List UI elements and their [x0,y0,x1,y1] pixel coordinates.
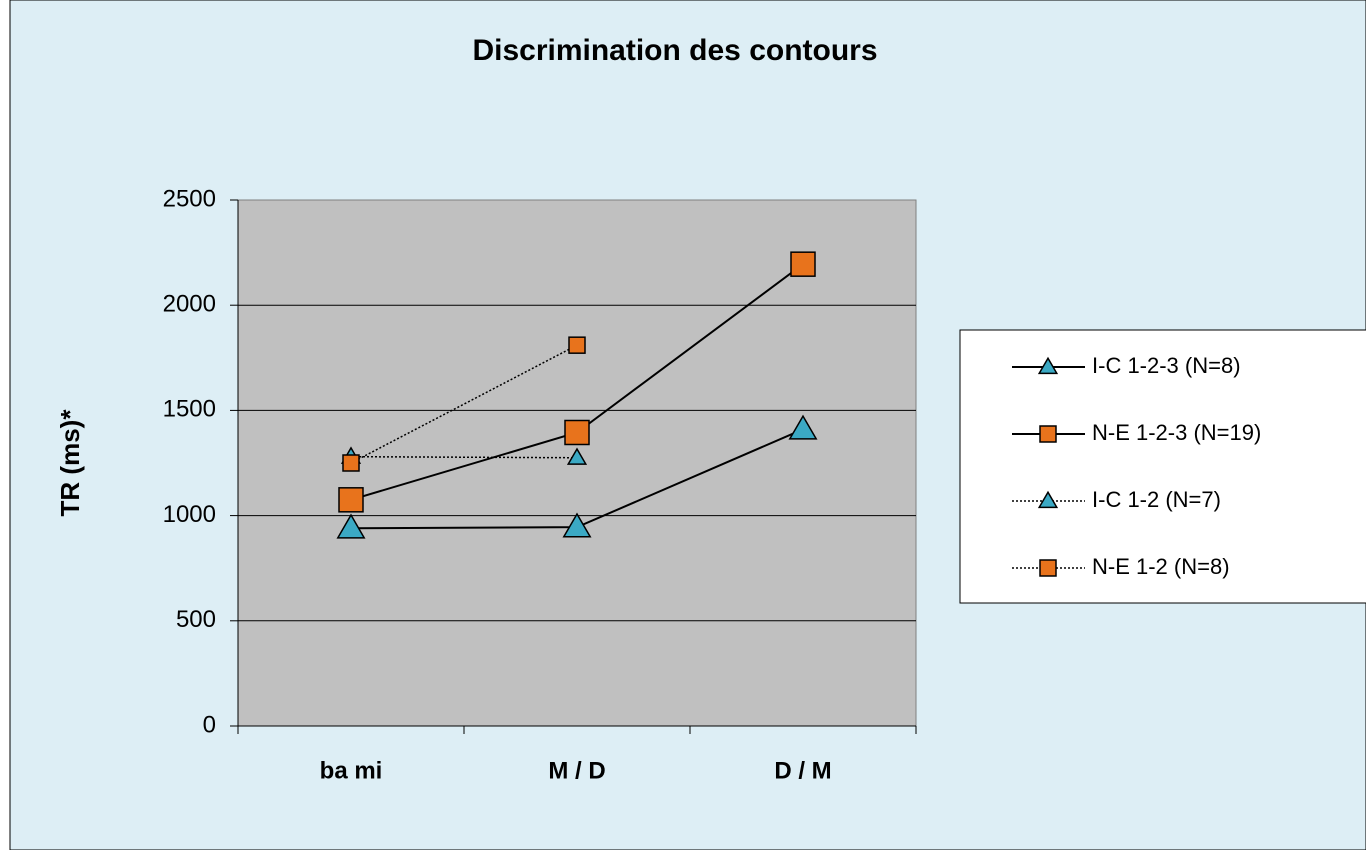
x-tick-label: D / M [774,757,831,784]
series-line [350,455,578,459]
marker [564,419,590,446]
y-tick-label: 500 [176,606,216,633]
marker [338,487,364,513]
marker [562,512,592,538]
legend-marker [1039,425,1057,443]
y-tick-label: 2000 [163,291,216,318]
legend [959,329,1366,604]
legend-label: N-E 1-2-3 (N=19) [1092,420,1261,445]
marker [788,414,818,440]
marker [342,454,360,472]
series-line [350,344,578,464]
legend-label: N-E 1-2 (N=8) [1092,554,1230,579]
legend-label: I-C 1-2-3 (N=8) [1092,353,1241,378]
marker [566,447,588,465]
marker [336,513,366,539]
y-tick-label: 2500 [163,185,216,212]
x-tick-label: ba mi [320,757,383,784]
marker [568,336,586,354]
marker [790,251,816,277]
y-tick-label: 0 [203,711,216,738]
y-axis-label: TR (ms)* [55,409,85,517]
legend-marker [1037,490,1059,509]
x-tick-label: M / D [548,757,605,784]
chart-title: Discrimination des contours [472,34,877,67]
y-tick-label: 1000 [163,501,216,528]
legend-marker [1037,356,1059,375]
legend-marker [1039,559,1057,577]
legend-label: I-C 1-2 (N=7) [1092,487,1221,512]
y-tick-label: 1500 [163,396,216,423]
